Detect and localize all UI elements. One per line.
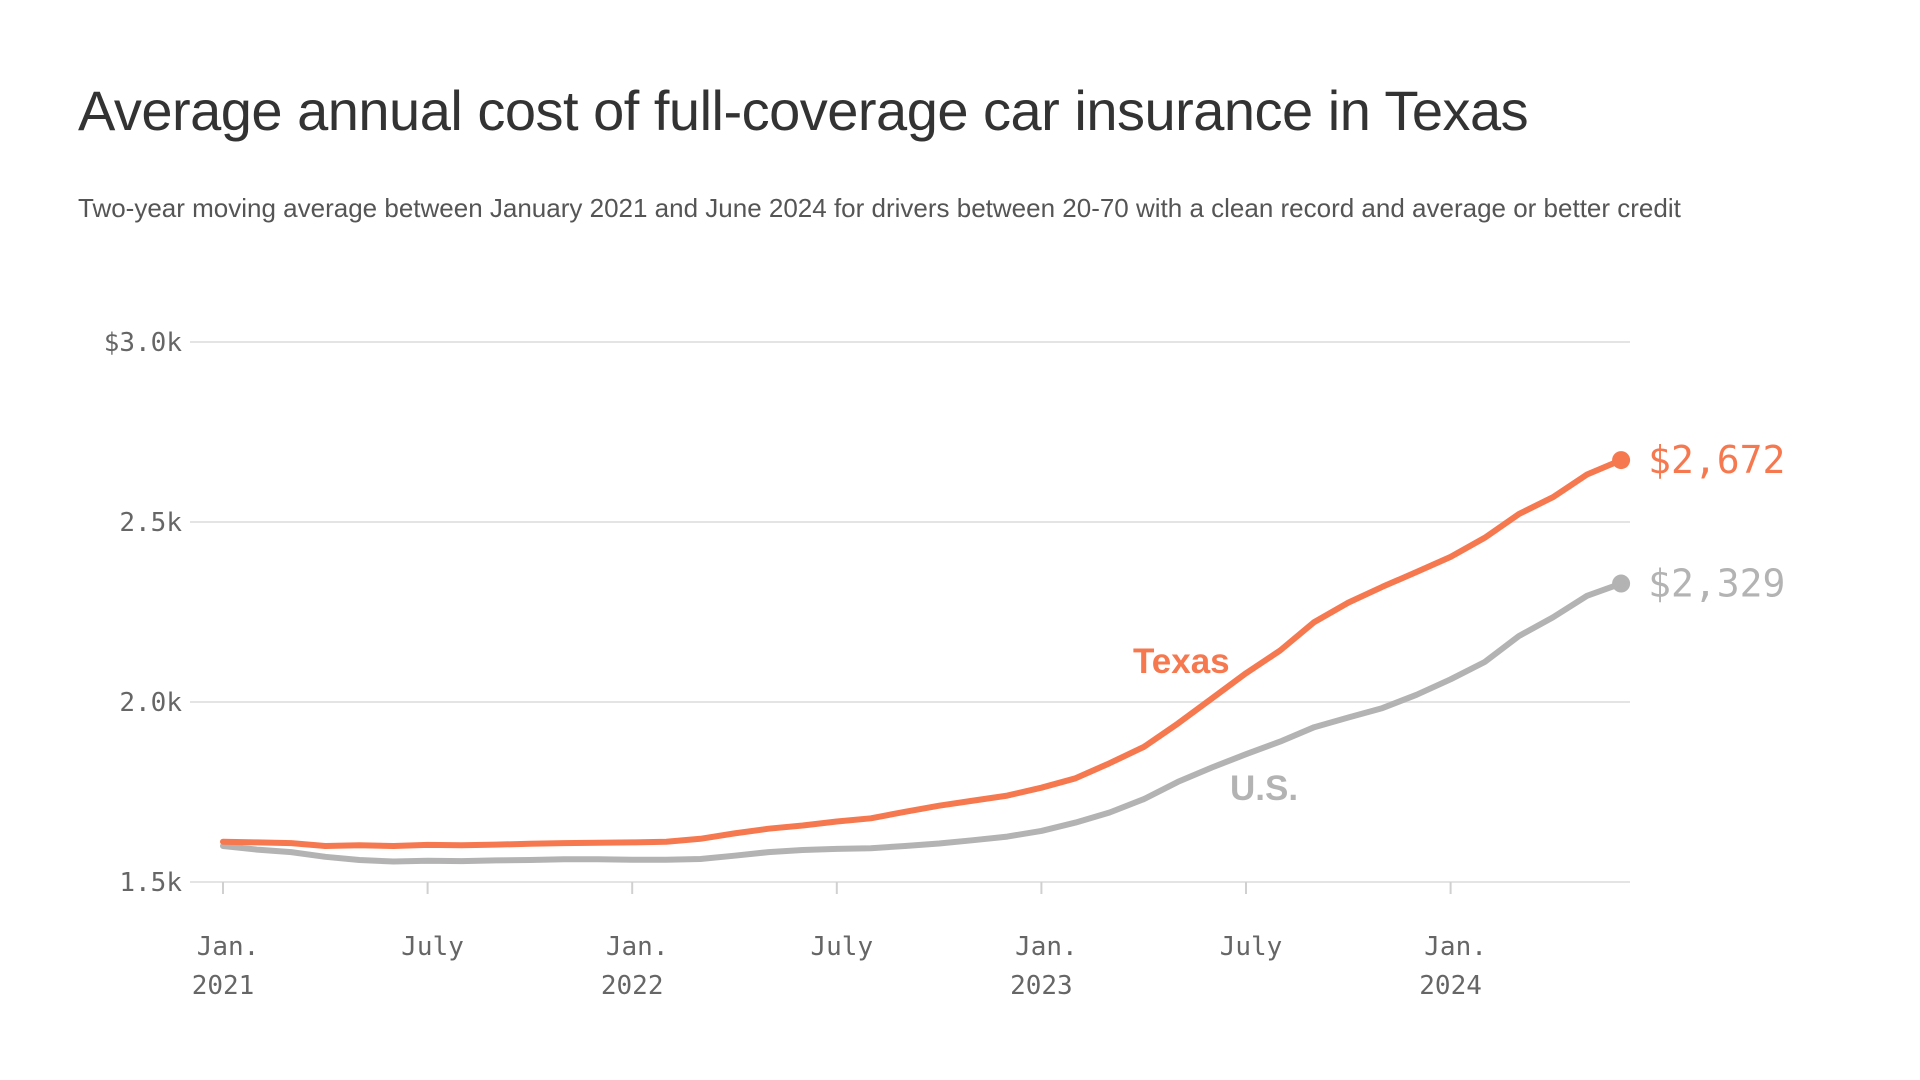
us-series-line [220,580,1625,865]
texas-series-label: Texas [1133,642,1230,681]
texas-series-line [220,457,1625,849]
x-tick-label: Jan. [606,932,669,962]
us-end-marker [1612,574,1631,593]
x-tick-year-label: 2021 [192,971,255,1001]
y-tick-label: 2.5k [119,508,182,538]
x-tick-label: Jan. [197,932,260,962]
x-tick-label: July [1220,932,1283,962]
x-axis: Jan. 2021 July Jan. 2022 July Jan. 2023 July Jan.… [192,882,1487,1001]
x-tick-label: Jan. [1424,932,1487,962]
texas-end-marker [1612,451,1631,470]
x-tick-label: Jan. [1015,932,1078,962]
gridlines [190,341,1630,883]
x-tick-label: July [810,932,873,962]
x-tick-year-label: 2024 [1419,971,1482,1001]
chart-subtitle: Two-year moving average between January … [78,193,1681,223]
chart-title: Average annual cost of full-coverage car… [78,79,1529,142]
y-axis-labels: $3.0k 2.5k 2.0k 1.5k [104,328,183,898]
us-end-value-label: $2,329 [1648,562,1785,606]
x-tick-year-label: 2022 [601,971,664,1001]
x-tick-label: July [401,932,464,962]
y-tick-label: 1.5k [119,868,182,898]
y-tick-label: $3.0k [104,328,183,358]
us-series-label: U.S. [1230,769,1298,808]
texas-end-value-label: $2,672 [1648,438,1785,482]
y-tick-label: 2.0k [119,688,182,718]
series-labels: $2,329 $2,672 Texas U.S. [1133,438,1785,808]
x-tick-year-label: 2023 [1010,971,1073,1001]
series-lines [220,451,1631,865]
